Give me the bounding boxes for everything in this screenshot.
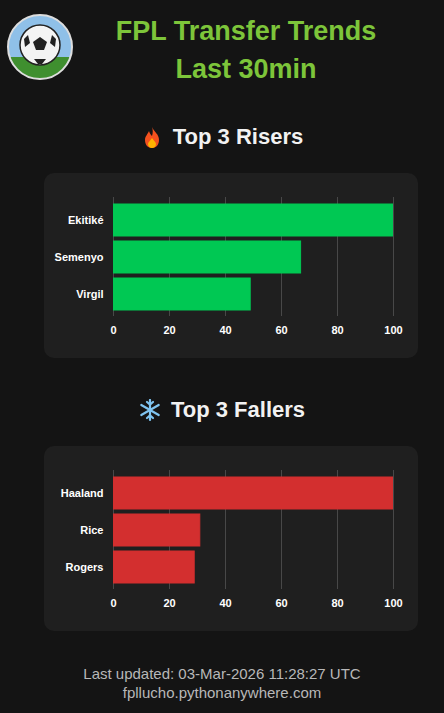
svg-text:Virgil: Virgil — [76, 288, 103, 300]
svg-text:Ekitiké: Ekitiké — [68, 214, 103, 226]
html-text:Last updated: 03-Mar-2026 11:2: Last updated: 03-Mar-2026 11:28:27 UTC — [83, 665, 361, 682]
svg-text:40: 40 — [219, 597, 231, 609]
html-text:FPL Transfer Trends: FPL Transfer Trends — [115, 16, 377, 46]
svg-text:Rogers: Rogers — [66, 561, 104, 573]
svg-text:60: 60 — [275, 324, 287, 336]
svg-text:80: 80 — [331, 324, 343, 336]
svg-text:Semenyo: Semenyo — [55, 251, 104, 263]
html-text:fpllucho.pythonanywhere.com: fpllucho.pythonanywhere.com — [122, 684, 322, 701]
html-text:Last 30min: Last 30min — [175, 54, 317, 84]
svg-text:80: 80 — [331, 597, 343, 609]
svg-text:0: 0 — [110, 597, 116, 609]
html-text:Top 3 Fallers: Top 3 Fallers — [171, 397, 305, 422]
svg-text:Haaland: Haaland — [61, 487, 104, 499]
svg-text:40: 40 — [219, 324, 231, 336]
html-text:Top 3 Risers: Top 3 Risers — [172, 124, 304, 149]
svg-text:60: 60 — [275, 597, 287, 609]
svg-text:0: 0 — [110, 324, 116, 336]
svg-text:100: 100 — [384, 324, 402, 336]
svg-text:20: 20 — [163, 324, 175, 336]
svg-text:20: 20 — [163, 597, 175, 609]
svg-text:Rice: Rice — [80, 524, 103, 536]
svg-text:100: 100 — [384, 597, 402, 609]
